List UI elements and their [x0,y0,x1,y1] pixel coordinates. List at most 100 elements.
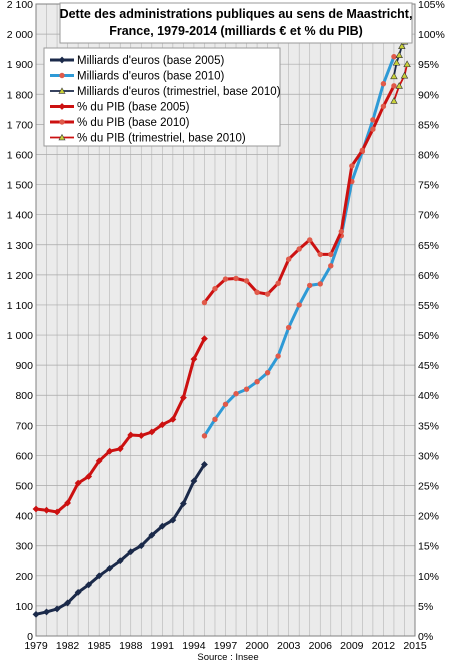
data-point [95,457,103,465]
left-tick-label: 700 [15,420,33,432]
legend-label: % du PIB (base 2010) [77,117,190,129]
data-point [395,51,403,59]
left-tick-label: 300 [15,541,33,553]
right-tick-label: 55% [418,300,439,312]
left-tick-label: 1 000 [7,330,33,342]
data-point [400,71,409,79]
data-point [148,531,156,539]
right-tick-label: 75% [418,180,439,192]
legend-label: Milliards d'euros (base 2010) [77,71,224,83]
right-tick-label: 95% [418,59,439,71]
left-tick-label: 1 300 [7,240,33,252]
right-tick-label: 80% [418,149,439,161]
x-tick-label: 2006 [309,640,333,652]
left-tick-label: 1 900 [7,59,33,71]
legend-item: Milliards d'euros (base 2010) [50,71,224,83]
right-tick-label: 50% [418,330,439,342]
left-tick-label: 1 700 [7,119,33,131]
data-point [233,391,239,397]
series-layer [32,24,411,618]
right-tick-label: 100% [418,29,445,41]
data-point [296,246,302,252]
data-point [328,263,334,269]
data-point [64,599,72,607]
chart-title-line-2: France, 1979-2014 (milliards € et % du P… [109,24,363,38]
right-tick-label: 35% [418,420,439,432]
data-point [169,415,177,423]
x-tick-label: 2000 [245,640,269,652]
x-tick-label: 2012 [372,640,396,652]
left-tick-label: 200 [15,571,33,583]
source-label: Source : Insee [197,652,258,662]
legend-item: % du PIB (base 2005) [50,102,190,114]
data-point [212,416,218,423]
data-point [201,299,208,306]
data-point [391,83,397,89]
right-tick-label: 70% [418,210,439,222]
data-point [137,542,145,550]
data-point [106,564,114,572]
series-line [392,63,409,102]
right-tick-label: 60% [418,270,439,282]
data-point [190,355,198,363]
data-point [32,505,40,513]
data-point [127,431,135,439]
left-tick-label: 0 [27,631,33,643]
data-point [58,103,66,110]
data-point [127,548,135,556]
data-point [390,97,398,104]
data-point [222,276,229,282]
data-point [317,251,323,258]
right-tick-label: 90% [418,89,439,101]
left-tick-label: 1 400 [7,210,33,222]
x-tick-label: 1985 [87,640,111,652]
series [32,461,208,618]
data-point [243,278,250,284]
data-point [116,557,124,565]
chart-title-line-1: Dette des administrations publiques au s… [60,7,413,21]
right-axis-ticks: 0% 5% 10% 15% 20% 25% 30% 35% 40% 45% 50% 55% 60% 65%… [418,0,445,643]
legend-item: Milliards d'euros (base 2005) [50,55,224,67]
data-point [317,281,323,287]
data-point [58,133,66,141]
left-tick-label: 1 200 [7,270,33,282]
data-point [349,163,355,169]
data-point [222,401,229,407]
legend-label: Milliards d'euros (trimestriel, base 201… [77,86,281,98]
left-tick-label: 600 [15,450,33,462]
x-axis-ticks: 1979 1982 1985 1988 1991 1994 1997 2000 2003 2006… [24,640,427,652]
data-point [59,119,65,125]
data-point [370,126,376,132]
left-tick-label: 1 600 [7,149,33,161]
left-tick-label: 400 [15,511,33,523]
data-point [285,324,292,331]
x-tick-label: 2009 [340,640,364,652]
left-tick-label: 1 800 [7,89,33,101]
data-point [296,302,302,308]
data-point [74,588,82,596]
x-tick-label: 2003 [277,640,301,652]
data-point [158,421,166,429]
left-tick-label: 900 [15,360,33,372]
legend-item: % du PIB (base 2010) [50,117,190,129]
legend-item: Milliards d'euros (trimestriel, base 201… [50,86,281,98]
legend: Milliards d'euros (base 2005) Milliards d… [43,47,281,147]
data-point [53,508,61,516]
right-tick-label: 25% [418,481,439,493]
data-point [264,291,271,297]
left-tick-label: 2 000 [7,29,33,41]
data-point [201,433,208,439]
data-point [307,237,313,243]
data-point [395,82,403,89]
data-point [233,275,239,282]
data-point [285,256,292,262]
data-point [64,499,72,507]
data-point [85,473,93,480]
right-tick-label: 30% [418,450,439,462]
data-point [179,500,187,508]
data-point [398,42,406,49]
data-point [392,58,401,66]
x-tick-label: 1991 [151,640,175,652]
left-tick-label: 1 100 [7,300,33,312]
